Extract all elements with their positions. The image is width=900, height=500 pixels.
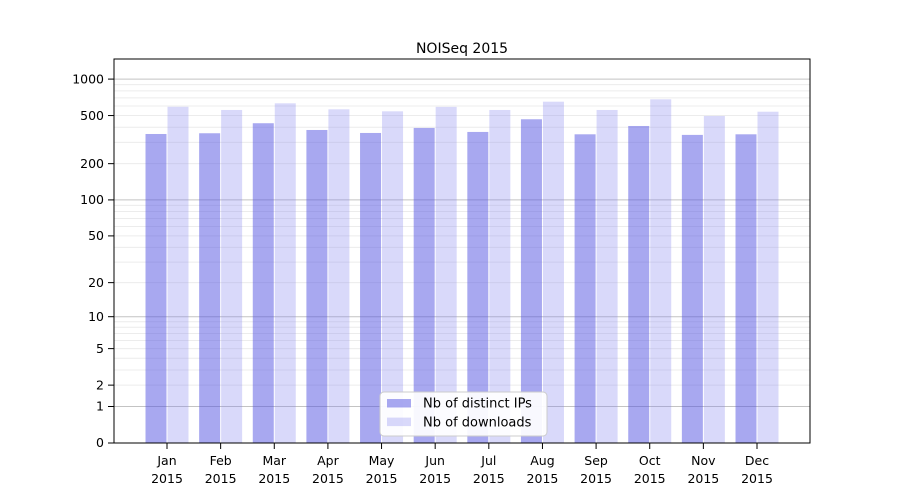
x-tick-label-year: 2015 <box>366 471 398 486</box>
bar-dec-distinct-ips <box>735 134 757 444</box>
bar-mar-downloads <box>274 103 296 443</box>
bar-jul-distinct-ips <box>467 131 489 443</box>
bar-sep-downloads <box>596 109 618 444</box>
bar-oct-distinct-ips <box>628 125 650 444</box>
y-tick-label: 5 <box>96 341 104 356</box>
y-tick-label: 50 <box>88 228 104 243</box>
bar-may-distinct-ips <box>360 132 382 443</box>
y-tick-label: 1 <box>96 399 104 414</box>
x-tick-label-year: 2015 <box>151 471 183 486</box>
x-tick-label-month: Feb <box>210 453 232 468</box>
legend-label-distinct-ips: Nb of distinct IPs <box>423 397 532 412</box>
bar-feb-downloads <box>221 109 243 444</box>
x-tick-label-year: 2015 <box>419 471 451 486</box>
x-tick-label-month: Nov <box>691 453 716 468</box>
x-tick-label-month: Aug <box>530 453 554 468</box>
x-tick-label-year: 2015 <box>205 471 237 486</box>
bar-jun-distinct-ips <box>413 127 435 444</box>
bar-apr-downloads <box>328 109 350 444</box>
legend-box <box>379 391 548 437</box>
x-tick-label-year: 2015 <box>527 471 559 486</box>
bar-nov-downloads <box>703 115 725 444</box>
x-axis: Jan 2015 Feb 2015 Mar 2015 Apr 2015 May 2015 Jun 20… <box>151 443 773 486</box>
x-tick-label-month: Jun <box>424 453 445 468</box>
bar-apr-distinct-ips <box>306 129 328 443</box>
x-tick-label-year: 2015 <box>687 471 719 486</box>
y-tick-label: 100 <box>80 192 104 207</box>
bars <box>145 99 779 444</box>
y-tick-label: 0 <box>96 435 104 450</box>
y-tick-label: 200 <box>80 156 104 171</box>
y-axis: 0 1 2 5 10 20 50 100 200 500 1000 <box>72 71 114 450</box>
bar-mar-distinct-ips <box>252 123 274 443</box>
x-tick-label-month: Oct <box>639 453 661 468</box>
legend-label-downloads: Nb of downloads <box>423 415 532 430</box>
x-tick-label-year: 2015 <box>473 471 505 486</box>
x-tick-label-month: May <box>369 453 395 468</box>
chart-title: NOISeq 2015 <box>416 41 508 57</box>
x-tick-label-year: 2015 <box>741 471 773 486</box>
x-tick-label-month: Dec <box>745 453 769 468</box>
x-tick-label-year: 2015 <box>312 471 344 486</box>
bar-oct-downloads <box>650 99 672 444</box>
bar-aug-distinct-ips <box>520 119 542 444</box>
bar-nov-distinct-ips <box>681 134 703 444</box>
legend-swatch-distinct-ips <box>387 399 411 408</box>
x-tick-label-month: Sep <box>584 453 608 468</box>
y-tick-label: 20 <box>88 275 104 290</box>
bar-feb-distinct-ips <box>199 133 221 443</box>
bar-sep-distinct-ips <box>574 134 596 444</box>
bar-may-downloads <box>382 111 404 443</box>
bar-aug-downloads <box>542 101 564 443</box>
y-tick-label: 500 <box>80 108 104 123</box>
x-tick-label-month: Apr <box>317 453 339 468</box>
x-tick-label-month: Jul <box>480 453 496 468</box>
legend: Nb of distinct IPs Nb of downloads <box>379 391 548 437</box>
x-tick-label-year: 2015 <box>634 471 666 486</box>
y-tick-label: 10 <box>88 309 104 324</box>
bar-jan-distinct-ips <box>145 133 167 443</box>
x-tick-label-year: 2015 <box>258 471 290 486</box>
x-tick-label-year: 2015 <box>580 471 612 486</box>
legend-swatch-downloads <box>387 417 411 427</box>
y-tick-label: 1000 <box>72 71 104 86</box>
plot-border <box>113 58 811 444</box>
y-tick-label: 2 <box>96 377 104 392</box>
bar-jul-downloads <box>489 109 511 444</box>
x-tick-label-month: Jan <box>156 453 176 468</box>
bar-dec-downloads <box>757 111 779 443</box>
bar-jan-downloads <box>167 106 189 444</box>
bar-jun-downloads <box>435 106 457 444</box>
x-tick-label-month: Mar <box>262 453 286 468</box>
